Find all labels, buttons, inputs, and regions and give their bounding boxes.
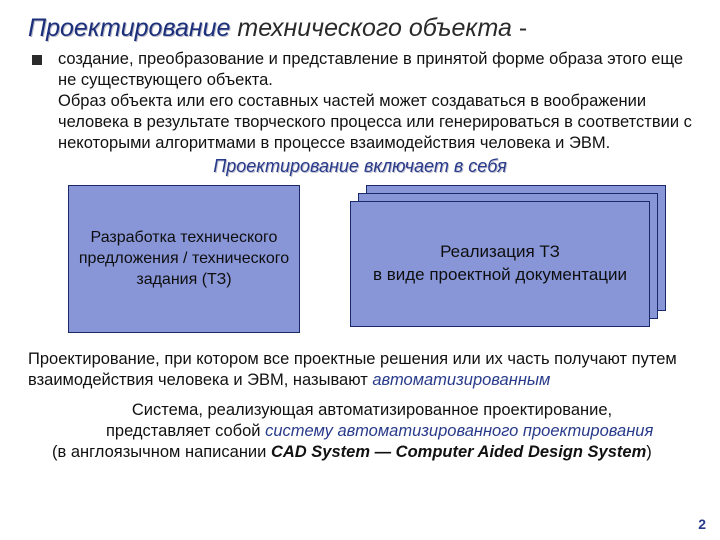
subtitle: Проектирование включает в себя xyxy=(28,156,692,177)
box-realization: Реализация ТЗ в виде проектной документа… xyxy=(350,201,650,327)
boxes-row: Разработка технического предложения / те… xyxy=(28,185,692,333)
para-cad-l3-em: CAD System — Computer Aided Design Syste… xyxy=(271,443,646,461)
para-automated-highlight: автоматизированным xyxy=(372,371,550,389)
para-cad-line3: (в англоязычном написании CAD System — C… xyxy=(52,442,692,463)
para-cad-line2: представляет собой систему автоматизиров… xyxy=(52,421,692,442)
para-cad-l3-prefix: (в англоязычном написании xyxy=(52,443,271,461)
definition-text: создание, преобразование и представление… xyxy=(58,49,692,155)
para-cad: Система, реализующая автоматизированное … xyxy=(28,400,692,463)
para-cad-l3-suffix: ) xyxy=(646,443,652,461)
box-realization-text: Реализация ТЗ в виде проектной документа… xyxy=(373,241,627,287)
page-number: 2 xyxy=(698,516,706,532)
para-cad-l2-highlight: систему автоматизированного проектирован… xyxy=(265,422,653,440)
box-proposal-text: Разработка технического предложения / те… xyxy=(77,228,291,290)
para-cad-l2-prefix: представляет собой xyxy=(106,422,265,440)
para-automated: Проектирование, при котором все проектны… xyxy=(28,349,692,391)
para-automated-prefix: Проектирование, при котором все проектны… xyxy=(28,350,677,389)
bullet-block: создание, преобразование и представление… xyxy=(28,49,692,155)
box-realization-stack: Реализация ТЗ в виде проектной документа… xyxy=(350,185,666,333)
title-dash: - xyxy=(519,14,527,42)
title-plain: технического объекта xyxy=(237,14,512,42)
para-cad-line1: Система, реализующая автоматизированное … xyxy=(52,400,692,421)
title-italic: Проектирование xyxy=(28,14,230,42)
bullet-square-icon xyxy=(32,55,42,65)
slide-title: Проектирование технического объекта - xyxy=(28,14,692,43)
box-proposal: Разработка технического предложения / те… xyxy=(68,185,300,333)
